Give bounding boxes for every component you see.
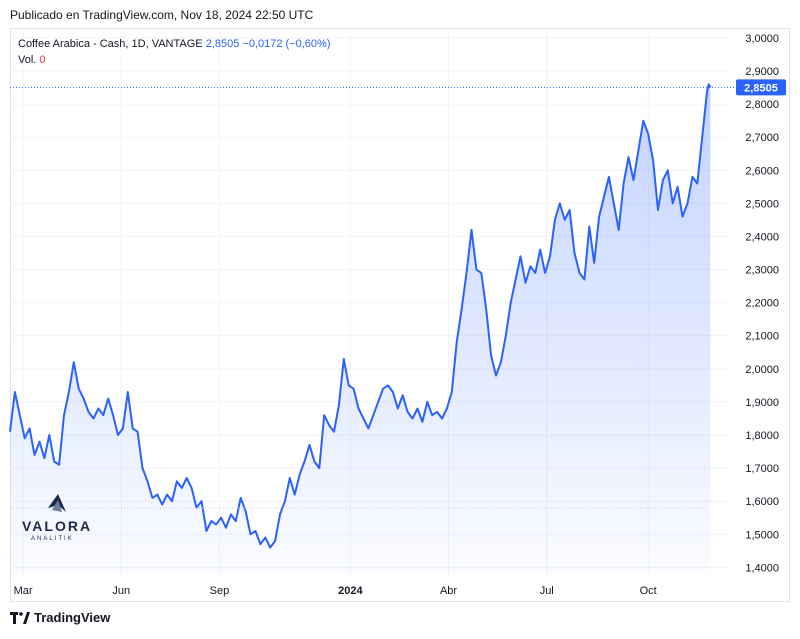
x-tick-label: Mar <box>14 585 33 597</box>
y-tick-label: 1,8000 <box>745 430 779 442</box>
valora-name: VALORA <box>22 518 92 534</box>
series-area <box>10 84 711 575</box>
valora-logo: VALORA ANALITIK <box>22 494 92 542</box>
y-tick-label: 2,7000 <box>745 132 779 144</box>
y-tick-label: 2,9000 <box>745 66 779 78</box>
y-tick-label: 2,3000 <box>745 265 779 277</box>
y-tick-label: 1,9000 <box>745 397 779 409</box>
y-tick-label: 2,4000 <box>745 231 779 243</box>
y-tick-label: 2,2000 <box>745 298 779 310</box>
y-tick-label: 1,6000 <box>745 496 779 508</box>
x-tick-label: Abr <box>440 585 457 597</box>
y-tick-label: 3,0000 <box>745 33 779 45</box>
legend-vol-value: 0 <box>39 54 46 66</box>
tradingview-footer[interactable]: TradingView <box>10 610 110 625</box>
x-tick-label: 2024 <box>338 585 363 597</box>
valora-arrow-icon-accent <box>52 500 62 512</box>
x-axis: Mar Jun Sep 2024 Abr Jul Oct <box>14 585 657 597</box>
y-tick-label: 2,6000 <box>745 165 779 177</box>
tradingview-logo-icon <box>10 611 30 624</box>
last-price-tag-label: 2,8505 <box>744 82 778 94</box>
chart-frame <box>10 28 790 602</box>
legend-symbol[interactable]: Coffee Arabica - Cash, 1D, VANTAGE <box>18 38 203 50</box>
legend-row-volume: Vol. 0 <box>18 52 331 68</box>
published-caption: Publicado en TradingView.com, Nov 18, 20… <box>10 8 314 22</box>
y-tick-label: 2,8000 <box>745 99 779 111</box>
y-axis: 1,4000 1,5000 1,6000 1,7000 1,8000 1,9000 2,00… <box>745 33 779 574</box>
legend-last: 2,8505 <box>205 38 240 50</box>
x-tick-label: Sep <box>210 585 230 597</box>
x-tick-label: Oct <box>640 585 657 597</box>
legend-change: −0,0172 (−0,60%) <box>242 38 331 50</box>
valora-sub: ANALITIK <box>31 536 74 542</box>
chart-legend: Coffee Arabica - Cash, 1D, VANTAGE 2,850… <box>18 36 331 68</box>
series-line <box>9 83 712 549</box>
y-tick-label: 2,0000 <box>745 364 779 376</box>
last-price-tag: 2,8505 <box>736 79 786 96</box>
last-price-tag-bg <box>736 79 786 96</box>
y-tick-label: 1,7000 <box>745 463 779 475</box>
y-tick-label: 2,5000 <box>745 198 779 210</box>
y-tick-label: 1,4000 <box>745 562 779 574</box>
tradingview-brand: TradingView <box>34 610 111 625</box>
legend-row-symbol: Coffee Arabica - Cash, 1D, VANTAGE 2,850… <box>18 36 331 52</box>
x-tick-label: Jul <box>540 585 554 597</box>
x-tick-label: Jun <box>112 585 130 597</box>
y-tick-label: 2,1000 <box>745 331 779 343</box>
y-tick-label: 1,5000 <box>745 529 779 541</box>
legend-vol-label: Vol. <box>18 54 37 66</box>
